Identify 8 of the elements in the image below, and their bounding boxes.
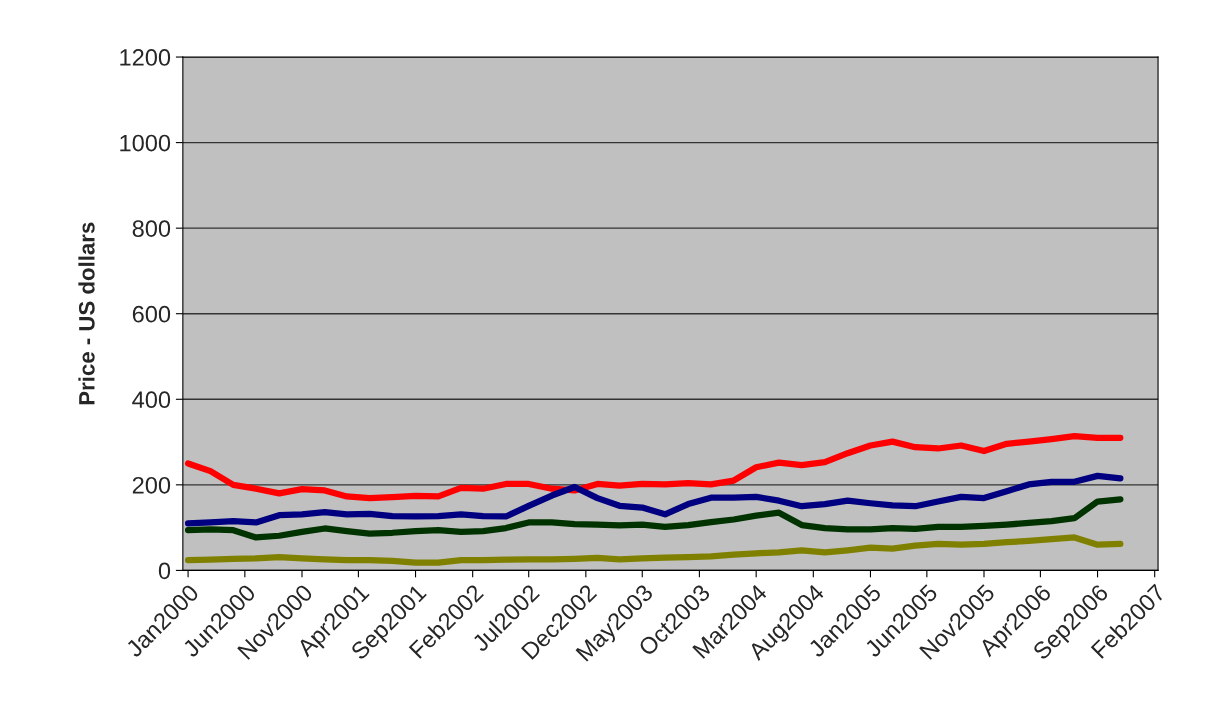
y-axis-title: Price - US dollars bbox=[78, 222, 95, 405]
y-tick-label: 1200 bbox=[120, 49, 171, 66]
y-tick-label: 200 bbox=[132, 476, 171, 494]
y-tick-label: 800 bbox=[132, 220, 171, 237]
y-tick-label: 600 bbox=[132, 305, 171, 323]
y-tick-label: 1000 bbox=[120, 134, 171, 152]
y-tick-label: 400 bbox=[132, 391, 171, 409]
y-tick-label: 0 bbox=[158, 562, 171, 580]
